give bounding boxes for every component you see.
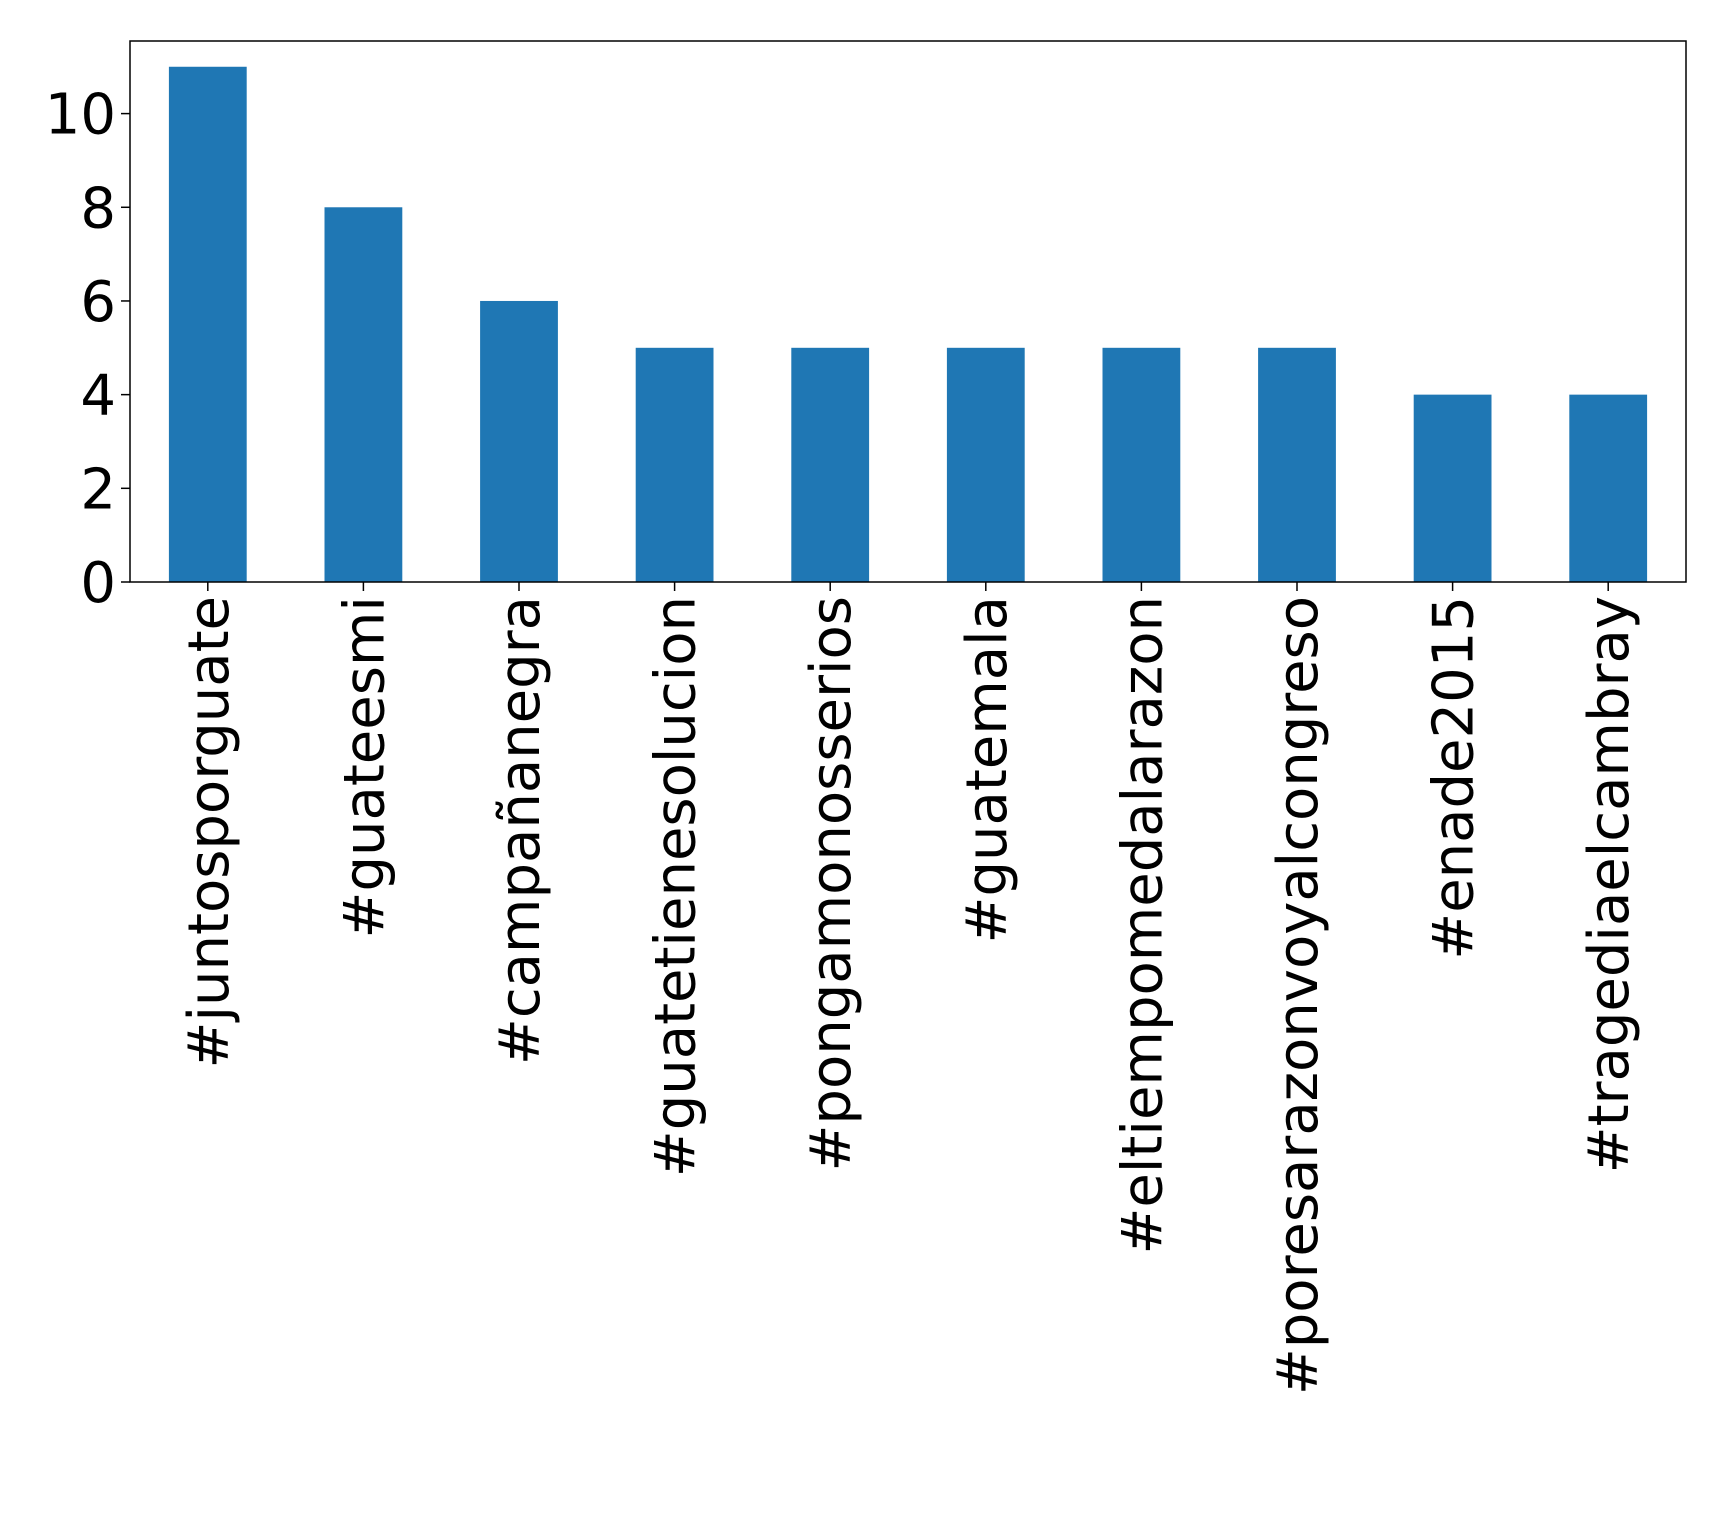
bar-3 xyxy=(635,347,714,582)
x-tick-label-3: #guatetienesolucion xyxy=(644,596,709,1177)
y-tick-label-5: 10 xyxy=(45,83,116,148)
bar-9 xyxy=(1569,394,1648,582)
x-tick-label-0: #juntosporguate xyxy=(177,596,242,1068)
bar-7 xyxy=(1258,347,1336,582)
bar-1 xyxy=(324,207,403,582)
x-tick-label-9: #tragediaelcambray xyxy=(1577,596,1642,1173)
bar-0 xyxy=(168,66,247,582)
bar-2 xyxy=(480,300,558,582)
y-tick-label-4: 8 xyxy=(80,176,116,241)
x-tick-label-5: #guatemala xyxy=(955,596,1020,943)
bar-8 xyxy=(1413,394,1492,582)
plot-frame xyxy=(129,40,1687,583)
bar-6 xyxy=(1102,347,1181,582)
y-tick-label-3: 6 xyxy=(80,270,116,335)
bars-group xyxy=(168,66,1648,582)
x-tick-label-7: #poresarazonvoyalcongreso xyxy=(1266,596,1331,1395)
x-tick-label-2: #campañanegra xyxy=(488,596,553,1065)
x-tick-label-6: #eltiempomedalarazon xyxy=(1110,596,1175,1255)
x-axis: #juntosporguate #guateesmi #campañanegra #g… xyxy=(177,582,1642,1395)
y-tick-label-0: 0 xyxy=(80,551,116,616)
y-tick-label-1: 2 xyxy=(80,457,116,522)
x-tick-label-4: #pongamonosserios xyxy=(799,596,864,1171)
y-axis: 0 2 4 6 8 10 xyxy=(45,83,130,616)
bar-4 xyxy=(791,347,870,582)
y-tick-label-2: 4 xyxy=(80,364,116,429)
bar-5 xyxy=(946,347,1025,582)
x-tick-label-1: #guateesmi xyxy=(332,596,397,938)
x-tick-label-8: #enade2015 xyxy=(1422,596,1487,960)
